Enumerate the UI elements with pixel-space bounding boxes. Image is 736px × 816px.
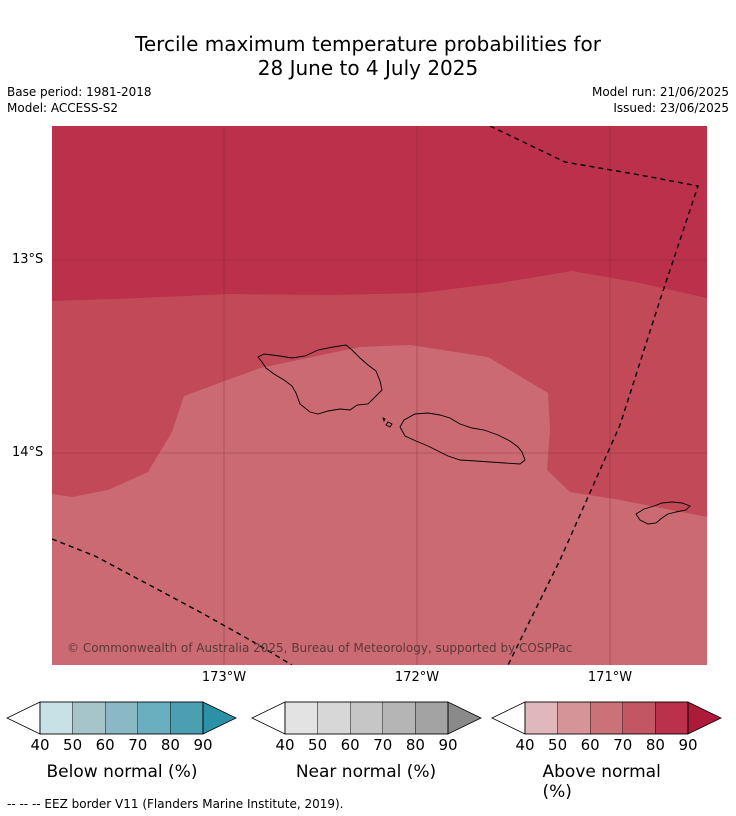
colorbar-below-high-extend	[202, 701, 237, 735]
tick-label: 70	[613, 736, 633, 754]
copyright-notice: © Commonwealth of Australia 2025, Bureau…	[67, 641, 573, 655]
tick-label: 40	[515, 736, 535, 754]
tick-label: 60	[580, 736, 600, 754]
tick-label: 90	[678, 736, 698, 754]
meta-left: Base period: 1981-2018 Model: ACCESS-S2	[7, 84, 152, 116]
colorbar-near-low-extend	[251, 701, 286, 735]
island-savaii	[257, 344, 383, 415]
tick-label: 40	[275, 736, 295, 754]
island-upolu	[399, 412, 526, 465]
tick-label: 90	[193, 736, 213, 754]
colorbar-above-label: Above normal (%)	[542, 762, 661, 802]
tick-label: 60	[340, 736, 360, 754]
colorbar-above-high-extend	[687, 701, 722, 735]
colorbar-near-segment	[284, 701, 318, 735]
colorbar-below-segment	[104, 701, 138, 735]
island-manono	[385, 421, 393, 428]
colorbar-above-frame	[524, 701, 689, 735]
tick-label: 90	[438, 736, 458, 754]
colorbar-near-segment	[382, 701, 416, 735]
eez-border-southwest	[52, 538, 293, 665]
island-tutuila	[635, 501, 691, 525]
tick-label: 70	[128, 736, 148, 754]
colorbar-below-segment	[170, 701, 204, 735]
lat-label-13s: 13°S	[12, 252, 44, 267]
colorbar-above-segment	[655, 701, 689, 735]
colorbar-below-segment	[39, 701, 73, 735]
tick-label: 60	[95, 736, 115, 754]
colorbar-near-high-extend	[447, 701, 482, 735]
colorbar-below-label: Below normal (%)	[46, 762, 198, 782]
map-title-line2: 28 June to 4 July 2025	[257, 56, 479, 80]
tick-label: 50	[63, 736, 83, 754]
tick-label: 80	[645, 736, 665, 754]
region-above-70	[52, 345, 707, 665]
meta-right: Model run: 21/06/2025 Issued: 23/06/2025	[592, 84, 729, 116]
lon-label-171w: 171°W	[587, 670, 633, 685]
colorbar-below-low-extend	[6, 701, 41, 735]
tick-label: 80	[160, 736, 180, 754]
colorbar-below-frame	[39, 701, 204, 735]
colorbar-near-segment	[350, 701, 384, 735]
tick-label: 70	[373, 736, 393, 754]
issued-date: Issued: 23/06/2025	[613, 101, 729, 115]
island-apolima	[382, 417, 386, 423]
colorbar-near-label: Near normal (%)	[295, 762, 437, 782]
tick-label: 50	[548, 736, 568, 754]
tick-label: 50	[308, 736, 328, 754]
colorbar-near-segment	[415, 701, 449, 735]
colorbar-below-segment	[137, 701, 171, 735]
colorbars	[6, 701, 722, 735]
colorbar-above-segment	[524, 701, 558, 735]
eez-footnote: -- -- -- EEZ border V11 (Flanders Marine…	[7, 797, 344, 811]
colorbar-near-frame	[284, 701, 449, 735]
colorbar-above-segment	[557, 701, 591, 735]
colorbar-below-segment	[72, 701, 106, 735]
tick-label: 40	[30, 736, 50, 754]
colorbar-above-segment	[590, 701, 624, 735]
map-title-line1: Tercile maximum temperature probabilitie…	[135, 32, 601, 56]
colorbar-above-segment	[622, 701, 656, 735]
colorbar-above-low-extend	[491, 701, 526, 735]
tick-label: 80	[405, 736, 425, 754]
base-period: Base period: 1981-2018	[7, 85, 152, 99]
model-run: Model run: 21/06/2025	[591, 85, 729, 99]
lon-label-172w: 172°W	[394, 670, 440, 685]
lon-label-173w: 173°W	[201, 670, 247, 685]
lat-label-14s: 14°S	[12, 445, 44, 460]
colorbar-near-segment	[317, 701, 351, 735]
model-name: Model: ACCESS-S2	[7, 101, 119, 115]
